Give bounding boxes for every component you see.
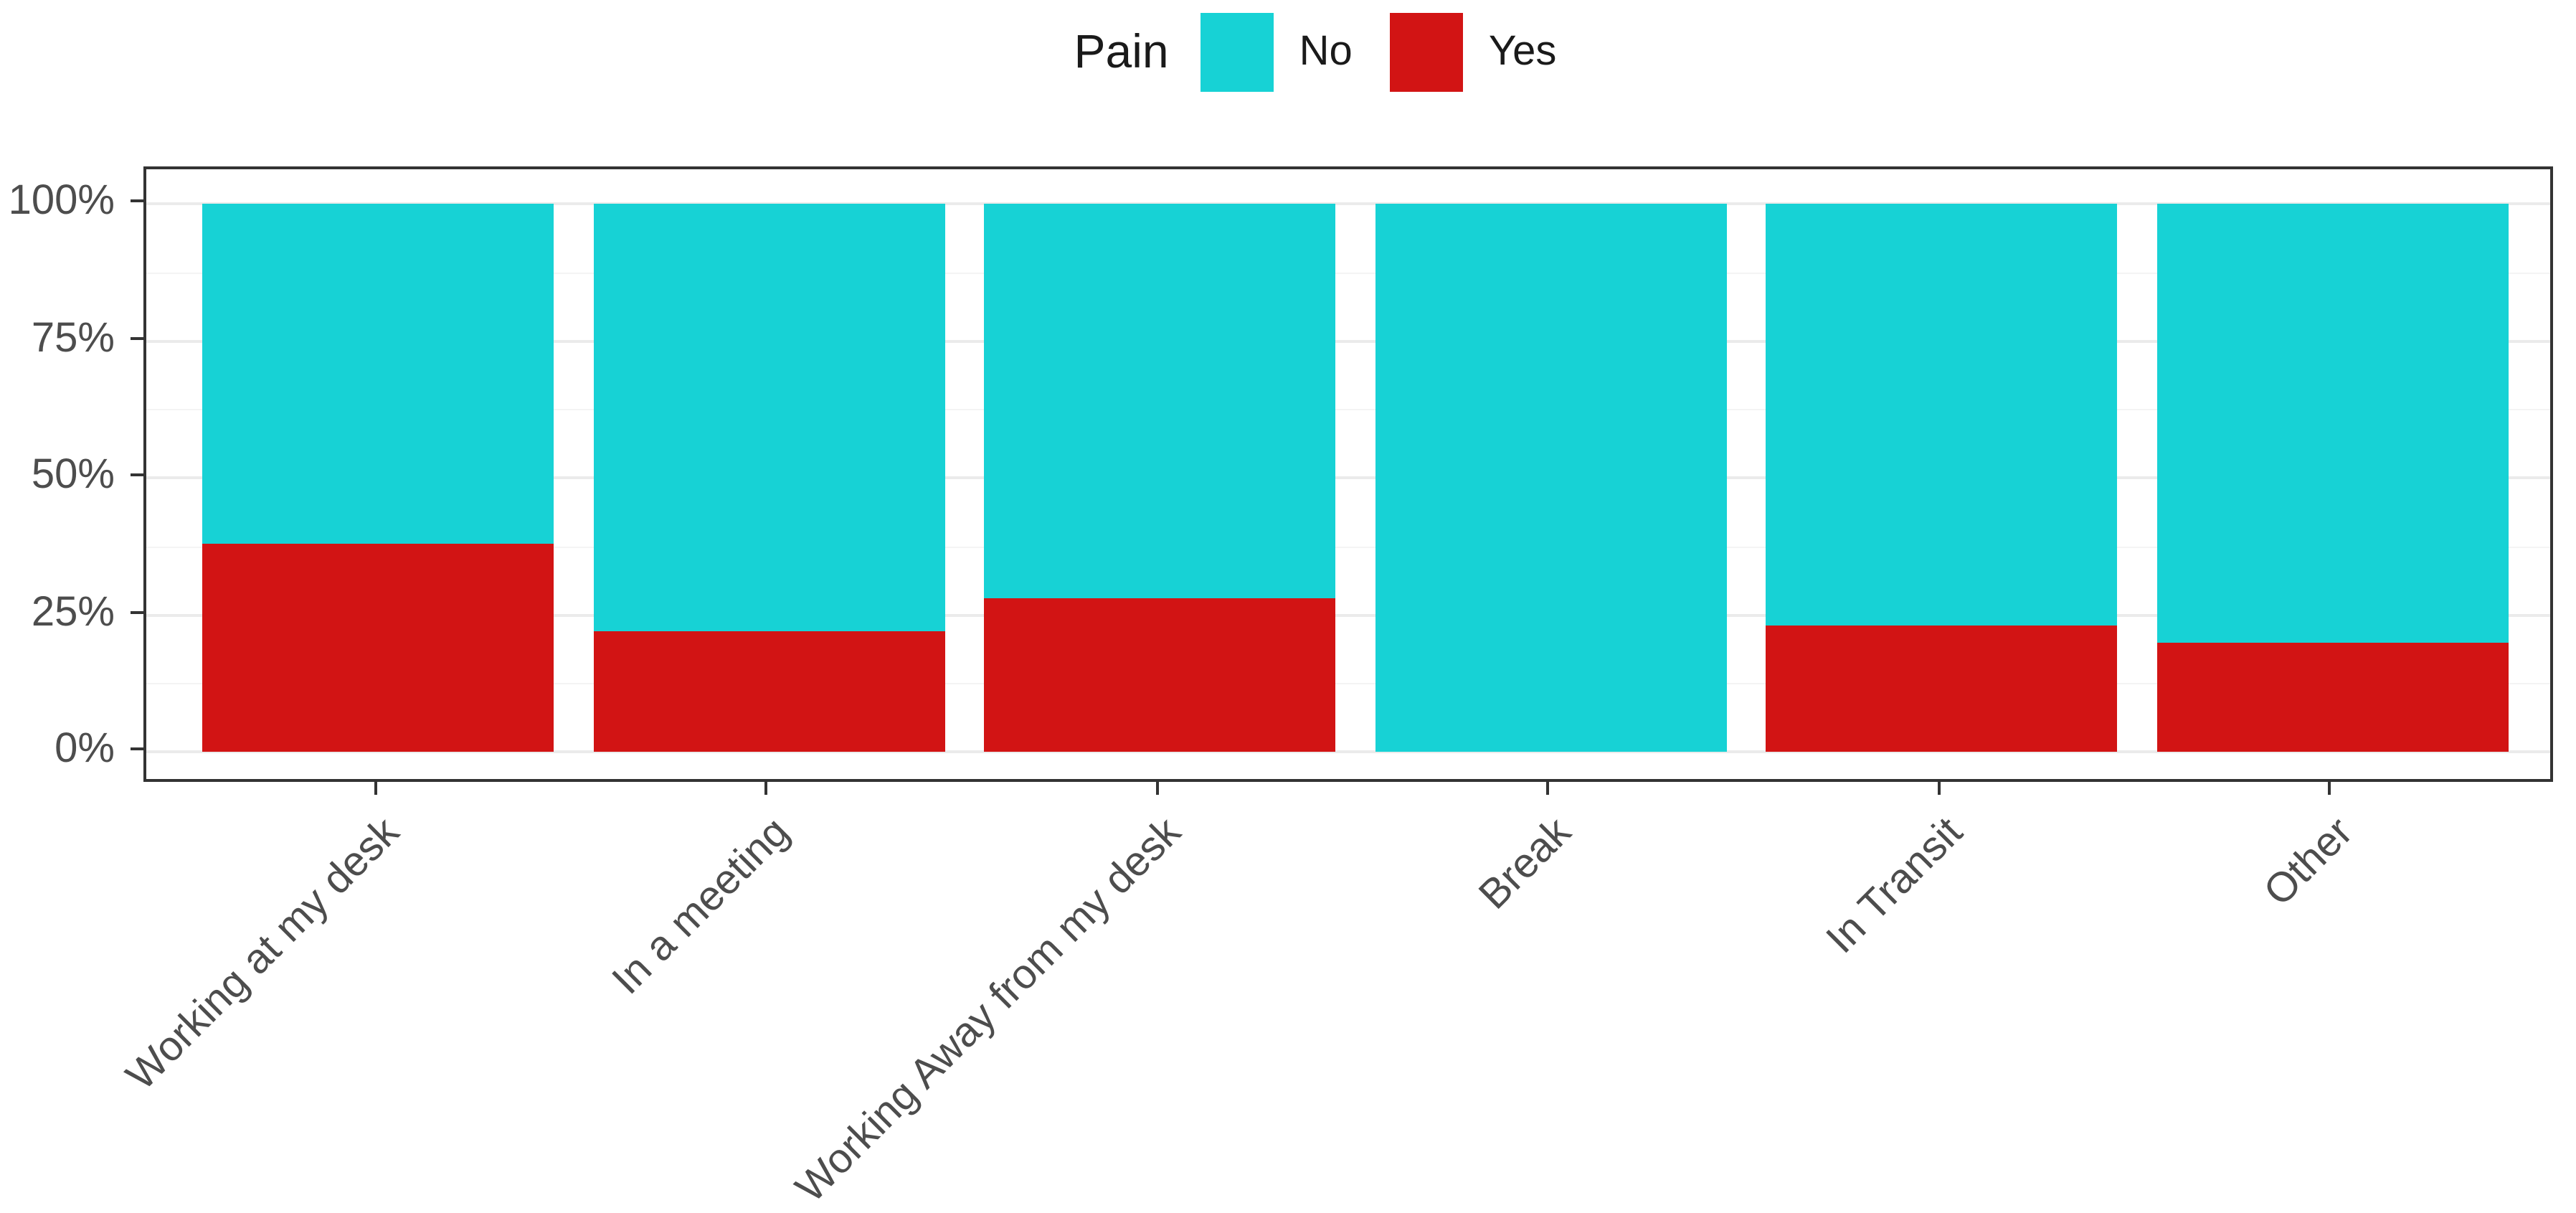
grid-line-minor bbox=[146, 683, 2550, 685]
bar-segment-yes bbox=[2156, 642, 2508, 752]
grid-line-major bbox=[146, 476, 2550, 479]
legend-key-yes-swatch bbox=[1389, 12, 1463, 91]
grid-line-minor bbox=[146, 272, 2550, 274]
x-axis-tick bbox=[374, 782, 377, 795]
bar-segment-no bbox=[593, 204, 944, 631]
bar-column bbox=[202, 204, 554, 752]
legend-key-no-swatch bbox=[1200, 12, 1274, 91]
x-axis-tick bbox=[1937, 782, 1940, 795]
y-axis-label: 25% bbox=[31, 589, 115, 635]
y-axis-tick bbox=[131, 473, 143, 476]
bar-segment-no bbox=[202, 204, 554, 544]
legend-item-no: No bbox=[1200, 12, 1353, 91]
y-axis-tick bbox=[131, 336, 143, 339]
y-axis-label: 100% bbox=[8, 178, 115, 224]
bar-segment-yes bbox=[984, 598, 1335, 752]
bar-segment-no bbox=[2156, 204, 2508, 643]
x-axis-tick bbox=[1155, 782, 1158, 795]
y-axis-tick bbox=[131, 610, 143, 613]
bar-segment-yes bbox=[593, 631, 944, 752]
x-axis-label: In Transit bbox=[1817, 809, 1971, 963]
grid-line-major bbox=[146, 202, 2550, 205]
grid-line-major bbox=[146, 339, 2550, 342]
x-axis-tick bbox=[764, 782, 767, 795]
bar-segment-no bbox=[1766, 204, 2117, 626]
grid-line-major bbox=[146, 750, 2550, 753]
legend: Pain No Yes bbox=[0, 6, 2576, 98]
x-axis-label: Break bbox=[1470, 809, 1581, 919]
x-axis-label: In a meeting bbox=[604, 809, 799, 1004]
y-axis-label: 75% bbox=[31, 315, 115, 361]
x-axis-label: Other bbox=[2255, 809, 2362, 915]
x-axis-label: Working Away from my desk bbox=[787, 809, 1190, 1212]
bar-segment-no bbox=[984, 204, 1335, 599]
legend-item-yes: Yes bbox=[1389, 12, 1557, 91]
y-axis-tick bbox=[131, 199, 143, 202]
bar-column bbox=[984, 204, 1335, 752]
grid-line-major bbox=[146, 613, 2550, 616]
x-axis-tick bbox=[2328, 782, 2331, 795]
y-axis-label: 50% bbox=[31, 452, 115, 498]
grid-line-minor bbox=[146, 409, 2550, 411]
legend-label-yes: Yes bbox=[1488, 28, 1557, 74]
bar-column bbox=[2156, 204, 2508, 752]
legend-label-no: No bbox=[1299, 28, 1353, 74]
bar-segment-no bbox=[1375, 204, 1726, 752]
bar-column bbox=[1766, 204, 2117, 752]
legend-title: Pain bbox=[1074, 24, 1169, 77]
bar-column bbox=[1375, 204, 1726, 752]
bar-column bbox=[593, 204, 944, 752]
y-axis-label: 0% bbox=[55, 726, 115, 772]
x-axis-label: Working at my desk bbox=[117, 809, 408, 1100]
x-axis-tick bbox=[1546, 782, 1549, 795]
plot-panel bbox=[143, 166, 2553, 782]
y-axis-tick bbox=[131, 747, 143, 750]
grid-line-minor bbox=[146, 546, 2550, 548]
bar-segment-yes bbox=[202, 543, 554, 752]
bar-segment-yes bbox=[1766, 626, 2117, 752]
